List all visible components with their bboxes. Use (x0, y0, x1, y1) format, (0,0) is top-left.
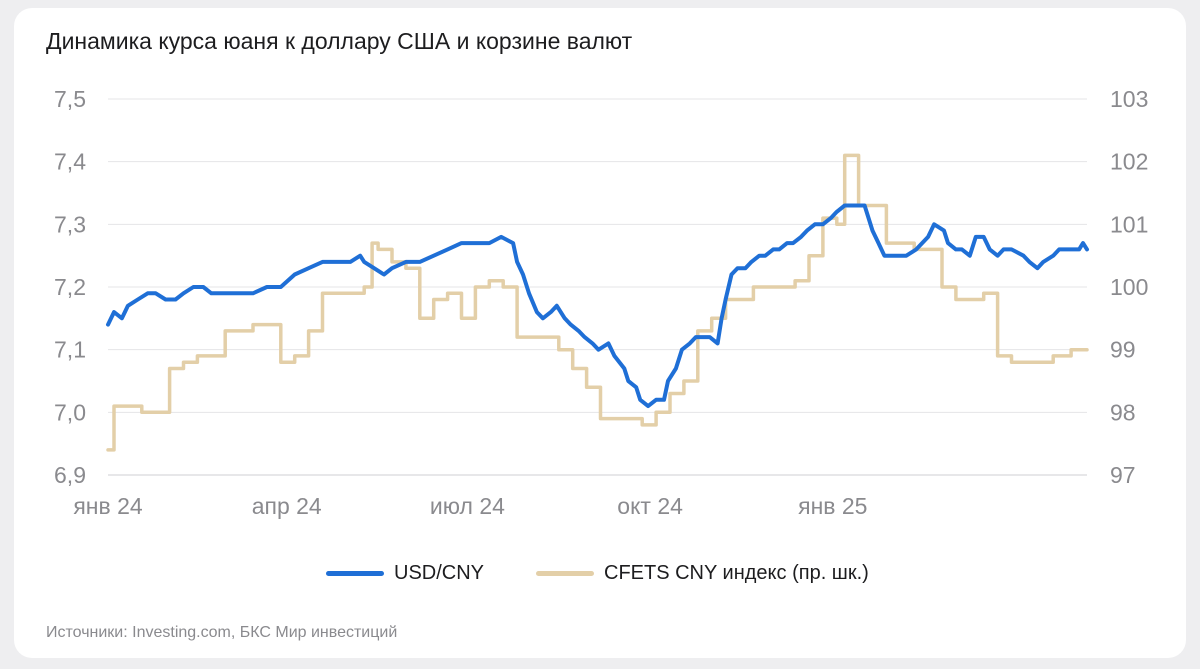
x-tick-label: янв 24 (73, 493, 143, 519)
legend-label-cfets: CFETS CNY индекс (пр. шк.) (604, 561, 869, 584)
y-right-tick-label: 97 (1110, 462, 1136, 488)
legend-label-usd-cny: USD/CNY (394, 561, 485, 584)
x-tick-label: окт 24 (617, 493, 683, 519)
legend-swatch-usd-cny (326, 570, 384, 576)
grid-lines (108, 98, 1087, 476)
y-right-tick-label: 99 (1110, 337, 1136, 363)
x-tick-label: янв 25 (798, 493, 867, 519)
x-axis: янв 24 апр 24 июл 24 окт 24 янв 25 (73, 493, 867, 519)
y-left-tick-label: 7,3 (54, 211, 86, 237)
legend-swatch-cfets (536, 570, 594, 576)
y-left-tick-label: 7,2 (54, 274, 86, 300)
legend-item-cfets: CFETS CNY индекс (пр. шк.) (536, 560, 869, 586)
x-tick-label: апр 24 (252, 493, 322, 519)
y-left-tick-label: 7,1 (54, 337, 86, 363)
series-layer (106, 153, 1089, 452)
source-note: Источники: Investing.com, БКС Мир инвест… (46, 624, 398, 641)
x-tick-label: июл 24 (430, 493, 505, 519)
legend: USD/CNY CFETS CNY индекс (пр. шк.) (0, 560, 1200, 586)
y-right-tick-label: 103 (1110, 86, 1148, 112)
y-right-tick-label: 100 (1110, 274, 1148, 300)
legend-item-usd-cny: USD/CNY (326, 560, 484, 586)
series-line-usd-cny (106, 203, 1089, 409)
y-left-tick-label: 7,5 (54, 86, 86, 112)
y-right-tick-label: 98 (1110, 399, 1136, 425)
series-line-cfets (106, 153, 1089, 452)
y-left-tick-label: 7,0 (54, 399, 86, 425)
y-left-tick-label: 6,9 (54, 462, 86, 488)
y-left-tick-label: 7,4 (54, 149, 86, 175)
left-axis: 6,9 7,0 7,1 7,2 7,3 7,4 7,5 (54, 86, 86, 488)
chart-title: Динамика курса юаня к доллару США и корз… (46, 28, 633, 54)
y-right-tick-label: 102 (1110, 149, 1148, 175)
right-axis: 97 98 99 100 101 102 103 (1110, 86, 1148, 488)
y-right-tick-label: 101 (1110, 211, 1148, 237)
chart-card (14, 8, 1186, 658)
